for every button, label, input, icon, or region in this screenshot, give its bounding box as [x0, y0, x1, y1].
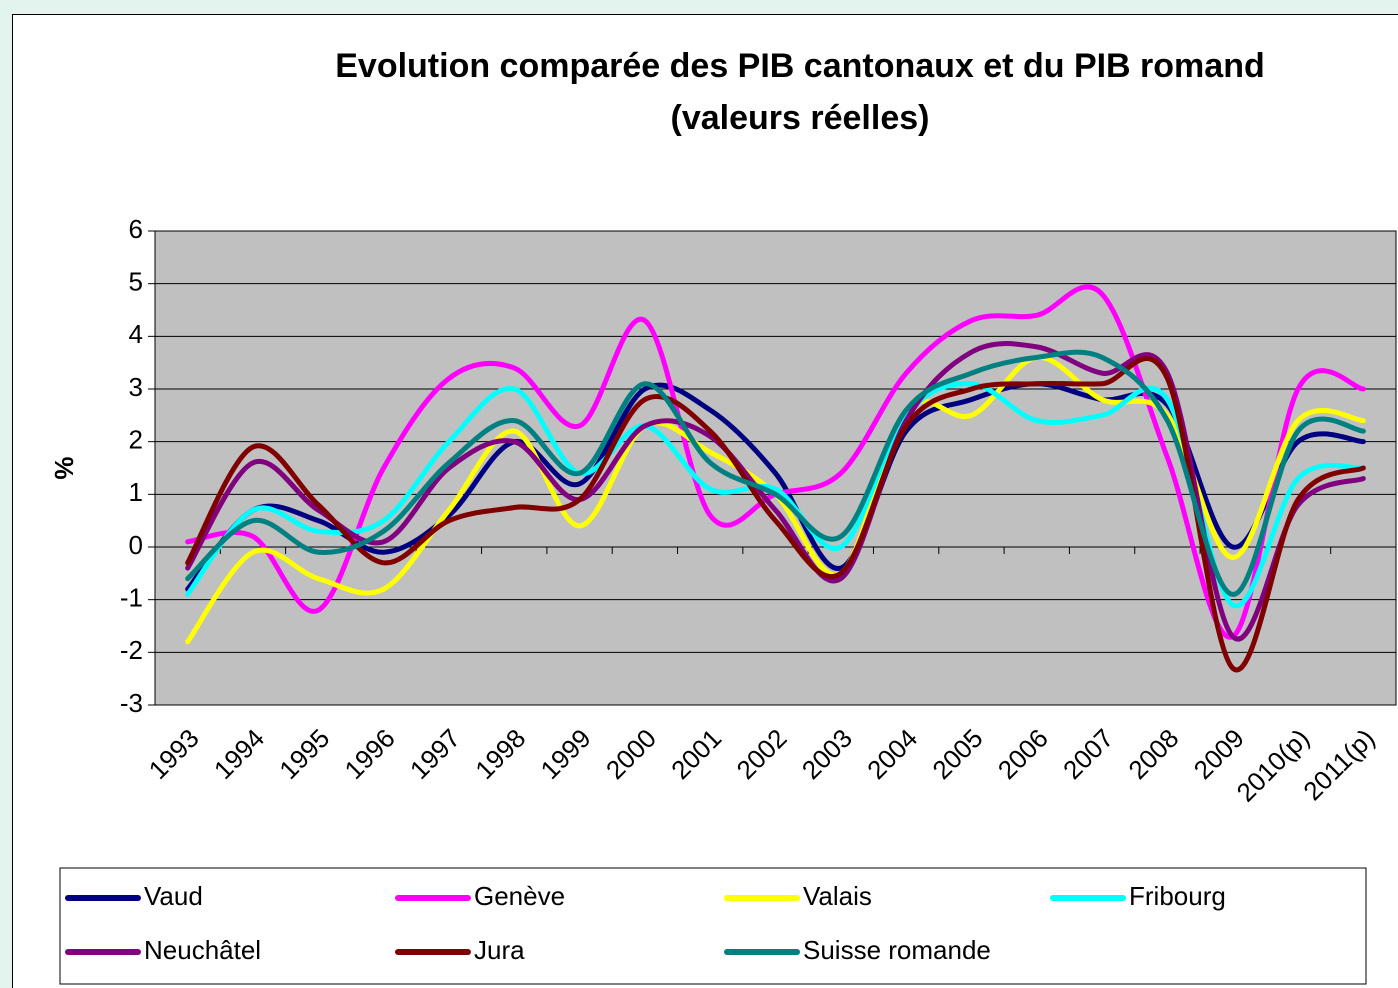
y-tick-label: 4 — [129, 319, 143, 349]
series-line — [185, 356, 1366, 673]
y-tick-label: -2 — [120, 635, 143, 665]
x-tick-label: 2003 — [796, 723, 858, 785]
y-tick-label: 2 — [129, 425, 143, 455]
plot-area — [154, 230, 1397, 706]
x-tick-label: 1998 — [469, 723, 531, 785]
x-tick-label: 1995 — [273, 723, 335, 785]
y-tick-label: 6 — [129, 214, 143, 244]
legend-label: Jura — [474, 935, 525, 965]
legend-label: Valais — [803, 881, 872, 911]
x-tick-label: 2005 — [926, 723, 988, 785]
legend-label: Neuchâtel — [144, 935, 261, 965]
series-line — [185, 341, 1366, 642]
legend-label: Fribourg — [1129, 881, 1226, 911]
chart-title: Evolution comparée des PIB cantonaux et … — [335, 47, 1265, 137]
x-tick-label: 2002 — [730, 723, 792, 785]
x-tick-label: 2000 — [600, 723, 662, 785]
x-tick-label: 1997 — [404, 723, 466, 785]
y-axis-label: % — [49, 456, 79, 479]
y-tick-label: 5 — [129, 267, 143, 297]
y-tick-label: -3 — [120, 688, 143, 718]
x-tick-label: 2006 — [992, 723, 1054, 785]
x-tick-label: 2008 — [1122, 723, 1184, 785]
y-tick-label: 1 — [129, 477, 143, 507]
x-tick-label: 2007 — [1057, 723, 1119, 785]
legend-label: Vaud — [144, 881, 203, 911]
x-tick-label: 2010(p) — [1231, 723, 1316, 808]
legend-label: Suisse romande — [803, 935, 991, 965]
x-tick-label: 2004 — [861, 723, 923, 785]
y-tick-label: 3 — [129, 372, 143, 402]
legend-box — [59, 867, 1367, 985]
y-tick-label: -1 — [120, 583, 143, 613]
x-tick-label: 1996 — [339, 723, 401, 785]
x-tick-label: 2011(p) — [1297, 723, 1380, 806]
y-tick-label: 0 — [129, 530, 143, 560]
x-tick-label: 1993 — [143, 723, 205, 785]
legend-label: Genève — [474, 881, 565, 911]
series-line — [185, 349, 1366, 597]
x-tick-label: 1999 — [535, 723, 597, 785]
x-tick-label: 1994 — [208, 723, 270, 785]
x-tick-label: 2001 — [665, 723, 727, 785]
